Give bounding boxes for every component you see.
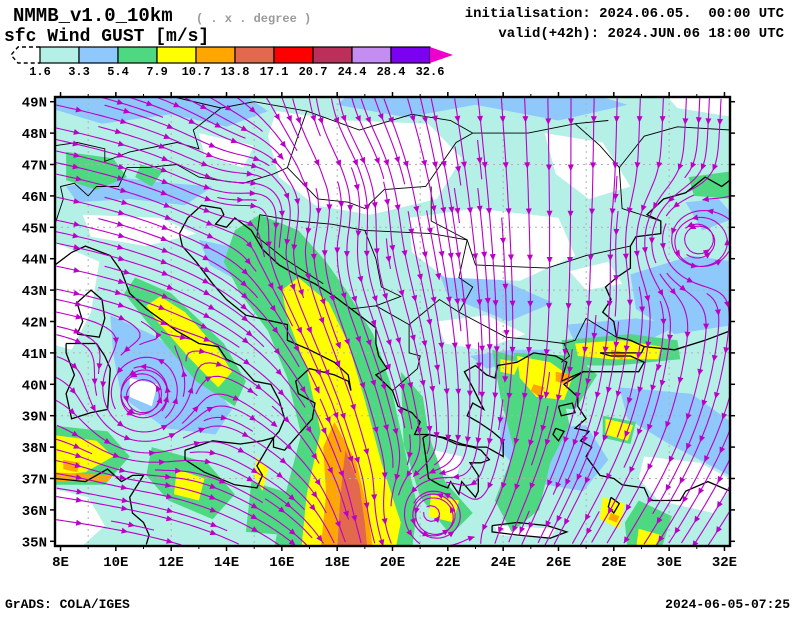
colorbar-cell	[195, 46, 236, 64]
gust-region-white	[55, 242, 100, 350]
model-title: NMMB_v1.0_10km	[13, 5, 173, 27]
lon-tick-label: 16E	[269, 555, 294, 571]
map-canvas: 49N 48N 47N 46N 45N 44N 43N 42N 41N 40N 39N 38N 37N 3…	[22, 92, 737, 571]
gust-region-orange	[530, 384, 545, 397]
gust-region-white	[129, 378, 158, 407]
lat-tick-label: 35N	[22, 535, 47, 551]
colorbar-cell	[312, 46, 353, 64]
gust-region-green	[135, 164, 163, 187]
lon-tick-label: 10E	[103, 555, 128, 571]
colorbar-cell	[117, 46, 158, 64]
colorbar-tick-label: 20.7	[299, 65, 328, 79]
lat-tick-label: 40N	[22, 378, 47, 394]
lat-tick-label: 36N	[22, 504, 47, 520]
gust-region-yellow	[428, 494, 459, 523]
colorbar: 1.6 3.3 5.4 7.9 10.7 13.8 17.1 20.7 24.4 28.4 32.6	[10, 46, 453, 79]
lon-tick-label: 28E	[601, 555, 626, 571]
lon-tick-label: 32E	[712, 555, 737, 571]
gust-region-white	[198, 133, 255, 168]
gust-region-yellow	[281, 277, 401, 546]
colorbar-tick-label: 3.3	[68, 65, 90, 79]
lat-tick-label: 41N	[22, 347, 47, 363]
gust-region-white	[55, 267, 72, 287]
lon-tick-label: 24E	[491, 555, 516, 571]
gust-region-green	[624, 500, 672, 546]
colorbar-cell	[351, 46, 392, 64]
colorbar-tick-label: 1.6	[29, 65, 51, 79]
lon-tick-label: 20E	[380, 555, 405, 571]
colorbar-cell	[156, 46, 197, 64]
gust-region-yellow	[517, 356, 573, 400]
lat-tick-label: 39N	[22, 410, 47, 426]
gust-region-green	[688, 171, 730, 199]
lon-tick-label: 30E	[657, 555, 682, 571]
lat-tick-label: 48N	[22, 127, 47, 143]
lat-tick-label: 45N	[22, 221, 47, 237]
lon-tick-label: 26E	[546, 555, 571, 571]
initialisation-time: initialisation: 2024.06.05. 00:00 UTC	[464, 6, 784, 22]
colorbar-tick-label: 28.4	[377, 65, 406, 79]
over-range-arrow	[430, 47, 453, 63]
grads-credit: GrADS: COLA/IGES	[5, 597, 130, 612]
gust-region-redorange	[337, 450, 368, 546]
colorbar-tick-label: 24.4	[338, 65, 367, 79]
axes-layer: 49N 48N 47N 46N 45N 44N 43N 42N 41N 40N 39N 38N 37N 3…	[22, 92, 737, 571]
colorbar-tick-label: 32.6	[416, 65, 445, 79]
lon-tick-label: 14E	[214, 555, 239, 571]
lon-tick-label: 8E	[52, 555, 69, 571]
streamlines-layer	[55, 97, 730, 546]
colorbar-cell	[234, 46, 275, 64]
colorbar-tick-label: 10.7	[182, 65, 211, 79]
lat-tick-label: 37N	[22, 472, 47, 488]
lon-tick-label: 18E	[325, 555, 350, 571]
colorbar-tick-label: 7.9	[146, 65, 168, 79]
colorbar-tick-label: 17.1	[260, 65, 289, 79]
field-label: sfc Wind GUST [m/s]	[4, 27, 210, 47]
colorbar-cell	[390, 46, 431, 64]
colorbar-tick-label: 13.8	[221, 65, 250, 79]
gust-region-orange	[608, 513, 620, 523]
creation-timestamp: 2024-06-05-07:25	[665, 597, 790, 612]
gust-region-white	[55, 489, 105, 546]
map-plot-area	[55, 97, 730, 546]
gust-region-blue	[55, 97, 268, 127]
grid-resolution-note: ( . x . degree )	[196, 12, 312, 26]
lat-tick-label: 46N	[22, 190, 47, 206]
lat-tick-label: 43N	[22, 284, 47, 300]
gust-region-yellow	[146, 296, 232, 388]
colorbar-cell	[39, 46, 80, 64]
gust-region-white	[569, 261, 623, 291]
gust-region-green	[400, 371, 473, 535]
lat-tick-label: 44N	[22, 253, 47, 269]
colorbar-cell	[78, 46, 119, 64]
lat-tick-label: 47N	[22, 159, 47, 175]
colorbar-cell	[273, 46, 314, 64]
gust-region-white	[544, 133, 631, 199]
lat-tick-label: 42N	[22, 316, 47, 332]
under-range-arrow	[10, 46, 40, 64]
lat-tick-label: 38N	[22, 441, 47, 457]
valid-time: valid(+42h): 2024.JUN.06 18:00 UTC	[498, 26, 784, 42]
lon-tick-label: 22E	[435, 555, 460, 571]
lat-tick-label: 49N	[22, 96, 47, 112]
lon-tick-label: 12E	[159, 555, 184, 571]
gust-region-blue	[685, 199, 730, 231]
gust-region-green	[245, 481, 293, 535]
colorbar-tick-label: 5.4	[107, 65, 129, 79]
